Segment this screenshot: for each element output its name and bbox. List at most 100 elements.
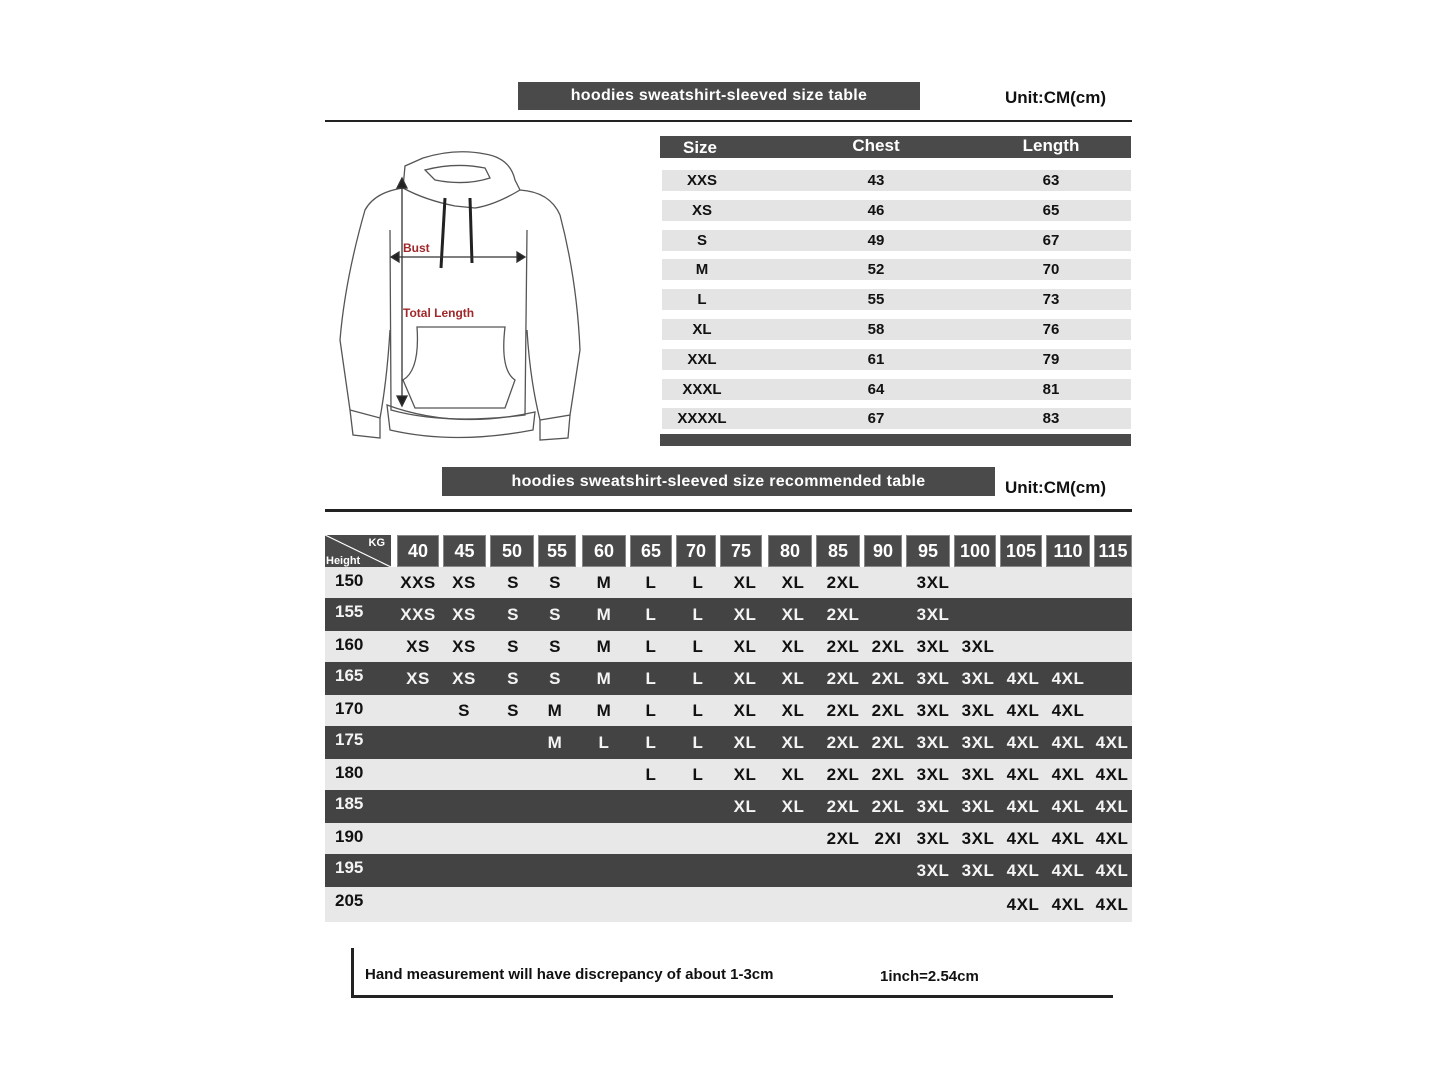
height-cell: 160 xyxy=(335,635,364,654)
size-cell: XS xyxy=(691,201,713,219)
size-recommendation-cell: S xyxy=(549,636,561,656)
size-recommendation-cell: L xyxy=(692,732,704,752)
size-recommendation-cell: 4XL xyxy=(1006,764,1040,784)
size-recommendation-cell: 3XL xyxy=(916,668,950,688)
size-table-row: M 52 70 xyxy=(662,259,1131,281)
recommended-table-unit: Unit:CM(cm) xyxy=(1005,478,1107,497)
size-recommendation-cell: XS xyxy=(406,668,430,688)
size-recommendation-cell: S xyxy=(549,668,561,688)
size-recommendation-cell: 3XL xyxy=(916,700,950,720)
size-recommendation-cell: 2XL xyxy=(826,604,860,624)
size-recommendation-cell: XL xyxy=(781,572,805,592)
recommended-table-title: hoodies sweatshirt-sleeved size recommen… xyxy=(442,467,995,496)
size-recommendation-cell: 3XL xyxy=(961,732,995,752)
size-recommendation-cell: M xyxy=(596,700,612,720)
height-cell: 190 xyxy=(335,827,364,846)
corner-kg-label: KG xyxy=(368,537,386,549)
size-recommendation-cell: 4XL xyxy=(1051,894,1085,914)
size-recommendation-cell: 2XL xyxy=(826,668,860,688)
length-cell: 83 xyxy=(1042,410,1060,428)
height-cell: 180 xyxy=(335,763,364,782)
size-recommendation-cell: 4XL xyxy=(1051,860,1085,880)
size-recommendation-cell: 4XL xyxy=(1095,764,1129,784)
size-recommendation-cell: 4XL xyxy=(1006,668,1040,688)
size-recommendation-cell: XL xyxy=(733,572,757,592)
recommended-row: 185 XL XL 2XL 2XL 3XL 3XL 4XL 4XL 4XL xyxy=(325,790,1132,823)
size-recommendation-cell: L xyxy=(692,668,704,688)
length-cell: 81 xyxy=(1042,380,1060,398)
size-table-footer-bar xyxy=(660,434,1131,446)
size-recommendation-cell: XS xyxy=(452,572,476,592)
chest-cell: 61 xyxy=(867,350,885,368)
size-recommendation-cell: XL xyxy=(781,764,805,784)
size-recommendation-cell: M xyxy=(596,668,612,688)
size-recommendation-cell: L xyxy=(692,764,704,784)
size-recommendation-cell: 2XL xyxy=(826,796,860,816)
size-recommendation-cell: 2XL xyxy=(826,572,860,592)
size-recommendation-cell: L xyxy=(645,764,657,784)
recommended-row: 165 XS XS S S M L L XL XL 2XL 2XL 3XL 3XL 4XL 4XL xyxy=(325,662,1132,695)
size-recommendation-cell: 3XL xyxy=(916,860,950,880)
size-recommendation-cell: 3XL xyxy=(916,572,950,592)
weight-header-cell: 55 xyxy=(538,535,576,567)
size-table-row: XL 58 76 xyxy=(662,319,1131,340)
size-recommendation-cell: 2XL xyxy=(826,828,860,848)
size-recommendation-cell: 3XL xyxy=(961,764,995,784)
size-table-row: XXL 61 79 xyxy=(662,348,1131,370)
size-recommendation-cell: XL xyxy=(733,668,757,688)
size-recommendation-cell: 4XL xyxy=(1051,764,1085,784)
size-recommendation-cell: 4XL xyxy=(1006,860,1040,880)
size-table-row: XXS 43 63 xyxy=(662,170,1131,191)
size-recommendation-cell: XXS xyxy=(400,604,436,624)
size-recommendation-cell: S xyxy=(549,604,561,624)
recommended-row: 180 L L XL XL 2XL 2XL 3XL 3XL 4XL 4XL 4XL xyxy=(325,759,1132,790)
recommended-row: 205 4XL 4XL 4XL xyxy=(325,887,1132,922)
size-recommendation-cell: XL xyxy=(733,764,757,784)
size-recommendation-cell: 3XL xyxy=(961,796,995,816)
size-recommendation-cell: XL xyxy=(733,700,757,720)
corner-cell: KG Height xyxy=(325,535,391,567)
size-recommendation-cell: 3XL xyxy=(916,732,950,752)
chest-cell: 58 xyxy=(867,321,885,338)
weight-header-cell: 50 xyxy=(490,535,534,567)
height-cell: 195 xyxy=(335,858,364,877)
size-recommendation-cell: 4XL xyxy=(1095,828,1129,848)
size-recommendation-cell: 2XL xyxy=(826,636,860,656)
weight-header-cell: 105 xyxy=(1000,535,1042,567)
weight-header-cell: 115 xyxy=(1094,535,1132,567)
size-recommendation-cell: 3XL xyxy=(961,636,995,656)
size-recommendation-cell: L xyxy=(692,636,704,656)
total-length-label: Total Length xyxy=(403,306,474,320)
divider xyxy=(325,120,1132,122)
weight-header-cell: 75 xyxy=(720,535,762,567)
size-recommendation-cell: L xyxy=(645,572,657,592)
length-cell: 79 xyxy=(1042,350,1060,368)
chest-cell: 55 xyxy=(867,291,885,309)
size-recommendation-cell: 4XL xyxy=(1006,700,1040,720)
size-recommendation-cell: 4XL xyxy=(1095,732,1129,752)
recommended-row: 175 M L L L XL XL 2XL 2XL 3XL 3XL 4XL 4XL 4XL xyxy=(325,726,1132,759)
size-recommendation-cell: S xyxy=(507,636,519,656)
height-cell: 170 xyxy=(335,699,364,718)
recommended-row: 160 XS XS S S M L L XL XL 2XL 2XL 3XL 3XL xyxy=(325,631,1132,662)
height-cell: 150 xyxy=(335,571,364,590)
size-recommendation-cell: 4XL xyxy=(1006,828,1040,848)
size-recommendation-cell: 4XL xyxy=(1051,732,1085,752)
length-cell: 63 xyxy=(1042,172,1060,189)
size-cell: M xyxy=(695,261,709,279)
height-cell: 205 xyxy=(335,891,364,910)
size-recommendation-cell: 3XL xyxy=(916,828,950,848)
size-recommendation-cell: XL xyxy=(781,636,805,656)
chest-cell: 49 xyxy=(867,231,885,249)
length-cell: 70 xyxy=(1042,261,1060,279)
size-recommendation-cell: XS xyxy=(452,604,476,624)
size-recommendation-cell: XL xyxy=(733,604,757,624)
weight-header-cell: 85 xyxy=(816,535,860,567)
size-recommendation-cell: L xyxy=(645,636,657,656)
size-table-row: XXXL 64 81 xyxy=(662,378,1131,400)
size-recommendation-cell: 2XL xyxy=(871,796,905,816)
size-recommendation-cell: 2XL xyxy=(826,764,860,784)
recommended-row: 195 3XL 3XL 4XL 4XL 4XL xyxy=(325,854,1132,887)
size-cell: XL xyxy=(692,321,712,338)
size-recommendation-cell: 3XL xyxy=(961,700,995,720)
